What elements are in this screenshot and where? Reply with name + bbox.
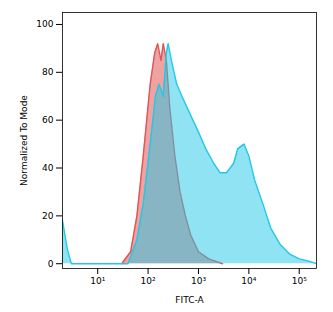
svg-text:Normalized To Mode: Normalized To Mode <box>19 95 29 186</box>
svg-text:60: 60 <box>42 115 54 125</box>
svg-text:10⁴: 10⁴ <box>241 276 256 286</box>
svg-text:10⁵: 10⁵ <box>292 276 307 286</box>
svg-text:10²: 10² <box>141 276 156 286</box>
svg-text:20: 20 <box>42 211 54 221</box>
svg-text:10¹: 10¹ <box>90 276 105 286</box>
svg-text:0: 0 <box>48 259 54 269</box>
svg-text:10³: 10³ <box>191 276 206 286</box>
svg-text:80: 80 <box>42 67 54 77</box>
svg-text:40: 40 <box>42 163 54 173</box>
svg-text:FITC-A: FITC-A <box>175 295 204 305</box>
svg-text:100: 100 <box>36 19 53 29</box>
